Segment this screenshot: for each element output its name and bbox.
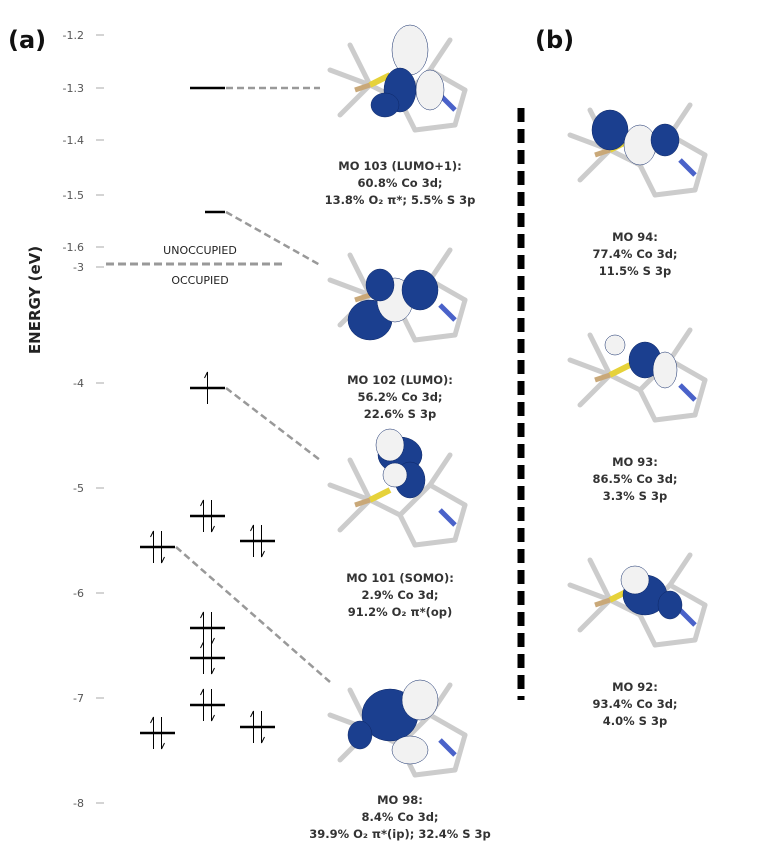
orbital-caption: 4.0% S 3p [603, 714, 667, 728]
tick-label: -1.6 [63, 241, 84, 254]
orbital-lobe [416, 70, 444, 110]
figure: (a) (b) ENERGY (eV) UNOCCUPIED OCCUPIED … [0, 0, 762, 850]
tick-label: -4 [73, 377, 84, 390]
tick-label: -1.3 [63, 82, 84, 95]
panel-label: (b) [535, 26, 574, 54]
axis-title: ENERGY (eV) [26, 246, 44, 354]
orbital-lobe [392, 736, 428, 764]
orbital-caption: MO 103 (LUMO+1): [338, 159, 461, 173]
orbital-caption: MO 93: [612, 455, 658, 469]
orbital-caption: 56.2% Co 3d; [357, 390, 442, 404]
unoccupied-label: UNOCCUPIED [163, 244, 237, 257]
orbital-caption: 2.9% Co 3d; [361, 588, 438, 602]
tick-label: -6 [73, 587, 84, 600]
orbital-caption: MO 102 (LUMO): [347, 373, 453, 387]
panel-label: (a) [8, 26, 46, 54]
orbital-caption: 86.5% Co 3d; [592, 472, 677, 486]
connector [226, 212, 320, 265]
orbital-caption: MO 92: [612, 680, 658, 694]
orbital-caption: 93.4% Co 3d; [592, 697, 677, 711]
tick-label: -3 [73, 261, 84, 274]
orbital-lobe [376, 429, 404, 461]
tick-label: -1.4 [63, 134, 84, 147]
orbital-lobe [653, 352, 677, 388]
orbital-lobe [383, 463, 407, 487]
tick-label: -7 [73, 692, 84, 705]
orbital-lobe [651, 124, 679, 156]
levels [140, 88, 330, 749]
orbital-caption: 3.3% S 3p [603, 489, 667, 503]
orbital-caption: 13.8% O₂ π*; 5.5% S 3p [325, 193, 476, 207]
orbital-lobe [348, 721, 372, 749]
orbital-lobe [605, 335, 625, 355]
tick-label: -1.5 [63, 189, 84, 202]
connector [226, 388, 320, 460]
orbital-lobe [371, 93, 399, 117]
orbital-caption: MO 98: [377, 793, 423, 807]
orbital-caption: 11.5% S 3p [599, 264, 671, 278]
orbital-caption: MO 101 (SOMO): [346, 571, 454, 585]
orbital-lobe [624, 125, 656, 165]
occupied-label: OCCUPIED [171, 274, 228, 287]
orbital-caption: 22.6% S 3p [364, 407, 436, 421]
orbital-lobe [621, 566, 649, 594]
orbital-lobe [366, 269, 394, 301]
orbital-lobe [592, 110, 628, 150]
orbital-caption: 8.4% Co 3d; [361, 810, 438, 824]
orbital-lobe [402, 270, 438, 310]
connector [176, 547, 330, 682]
orbital-caption: 91.2% O₂ π*(op) [348, 605, 452, 619]
tick-label: -1.2 [63, 29, 84, 42]
orbital-caption: 39.9% O₂ π*(ip); 32.4% S 3p [309, 827, 491, 841]
orbital-caption: 60.8% Co 3d; [357, 176, 442, 190]
orbital-lobe [658, 591, 682, 619]
orbital-caption: 77.4% Co 3d; [592, 247, 677, 261]
tick-label: -8 [73, 797, 84, 810]
orbital-lobe [402, 680, 438, 720]
orbital-caption: MO 94: [612, 230, 658, 244]
tick-label: -5 [73, 482, 84, 495]
orbital-lobe [392, 25, 428, 75]
